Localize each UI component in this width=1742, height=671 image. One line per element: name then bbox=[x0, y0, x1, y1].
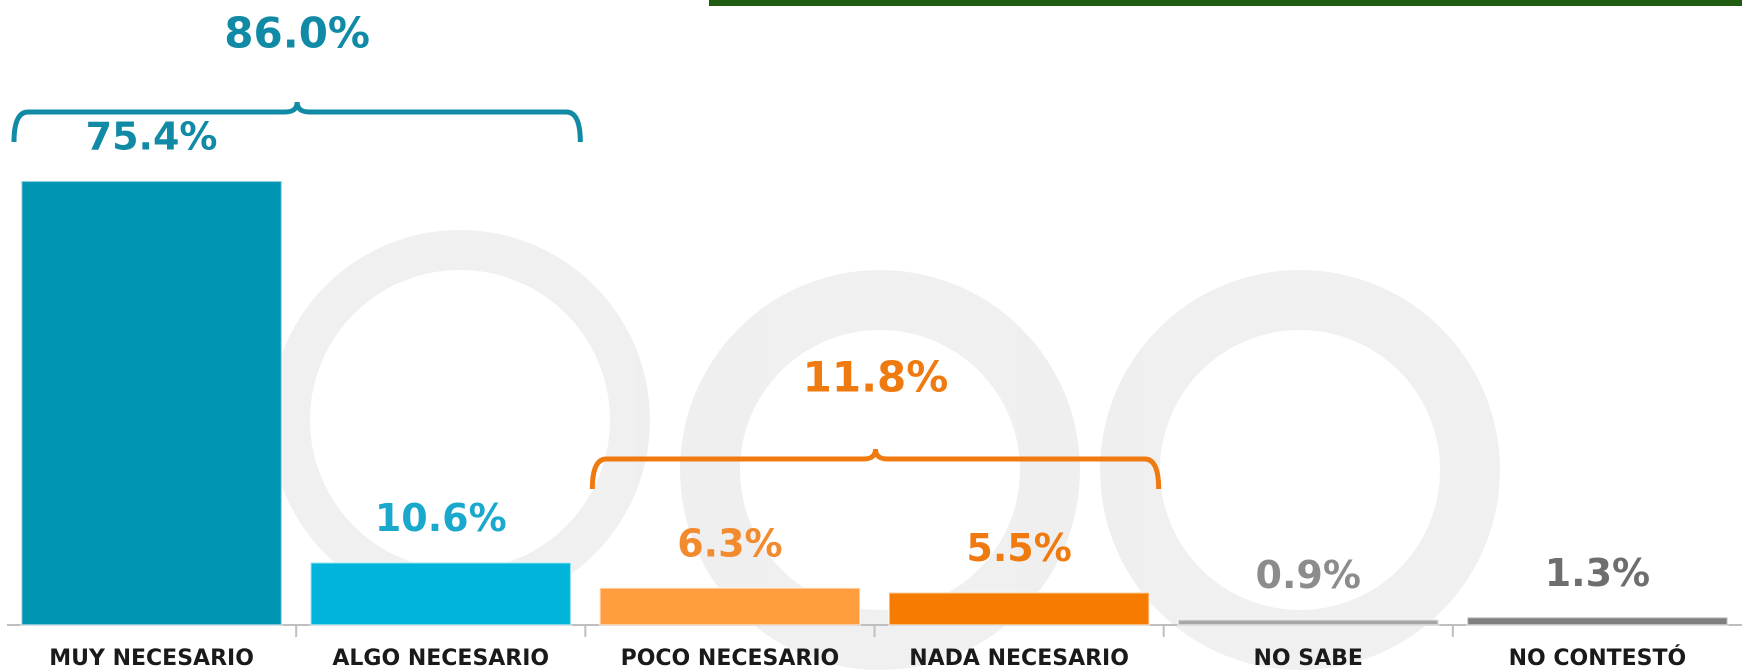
bar bbox=[20, 180, 283, 627]
bracket bbox=[589, 448, 1162, 490]
x-tick-label: ALGO NECESARIO bbox=[332, 646, 549, 671]
x-tick-label: NO CONTESTÓ bbox=[1509, 645, 1687, 671]
bracket bbox=[11, 101, 583, 143]
bar bbox=[598, 586, 862, 627]
top-bar-decoration bbox=[709, 0, 1742, 6]
annotation: 11.8% bbox=[803, 353, 949, 402]
bar bbox=[887, 591, 1151, 627]
bar bbox=[1177, 618, 1440, 626]
x-tick-label: NO SABE bbox=[1254, 646, 1363, 671]
value-label: 5.5% bbox=[966, 526, 1071, 570]
annotation: 86.0% bbox=[224, 9, 370, 58]
x-tick-label: MUY NECESARIO bbox=[49, 646, 254, 671]
value-label: 6.3% bbox=[677, 521, 782, 565]
value-label: 10.6% bbox=[375, 496, 507, 540]
bar bbox=[1466, 616, 1729, 627]
value-label: 0.9% bbox=[1256, 553, 1361, 597]
value-label: 75.4% bbox=[86, 115, 218, 159]
value-label: 1.3% bbox=[1545, 551, 1650, 595]
bar bbox=[309, 561, 572, 627]
x-tick-label: NADA NECESARIO bbox=[909, 646, 1129, 671]
x-tick-label: POCO NECESARIO bbox=[621, 646, 840, 671]
